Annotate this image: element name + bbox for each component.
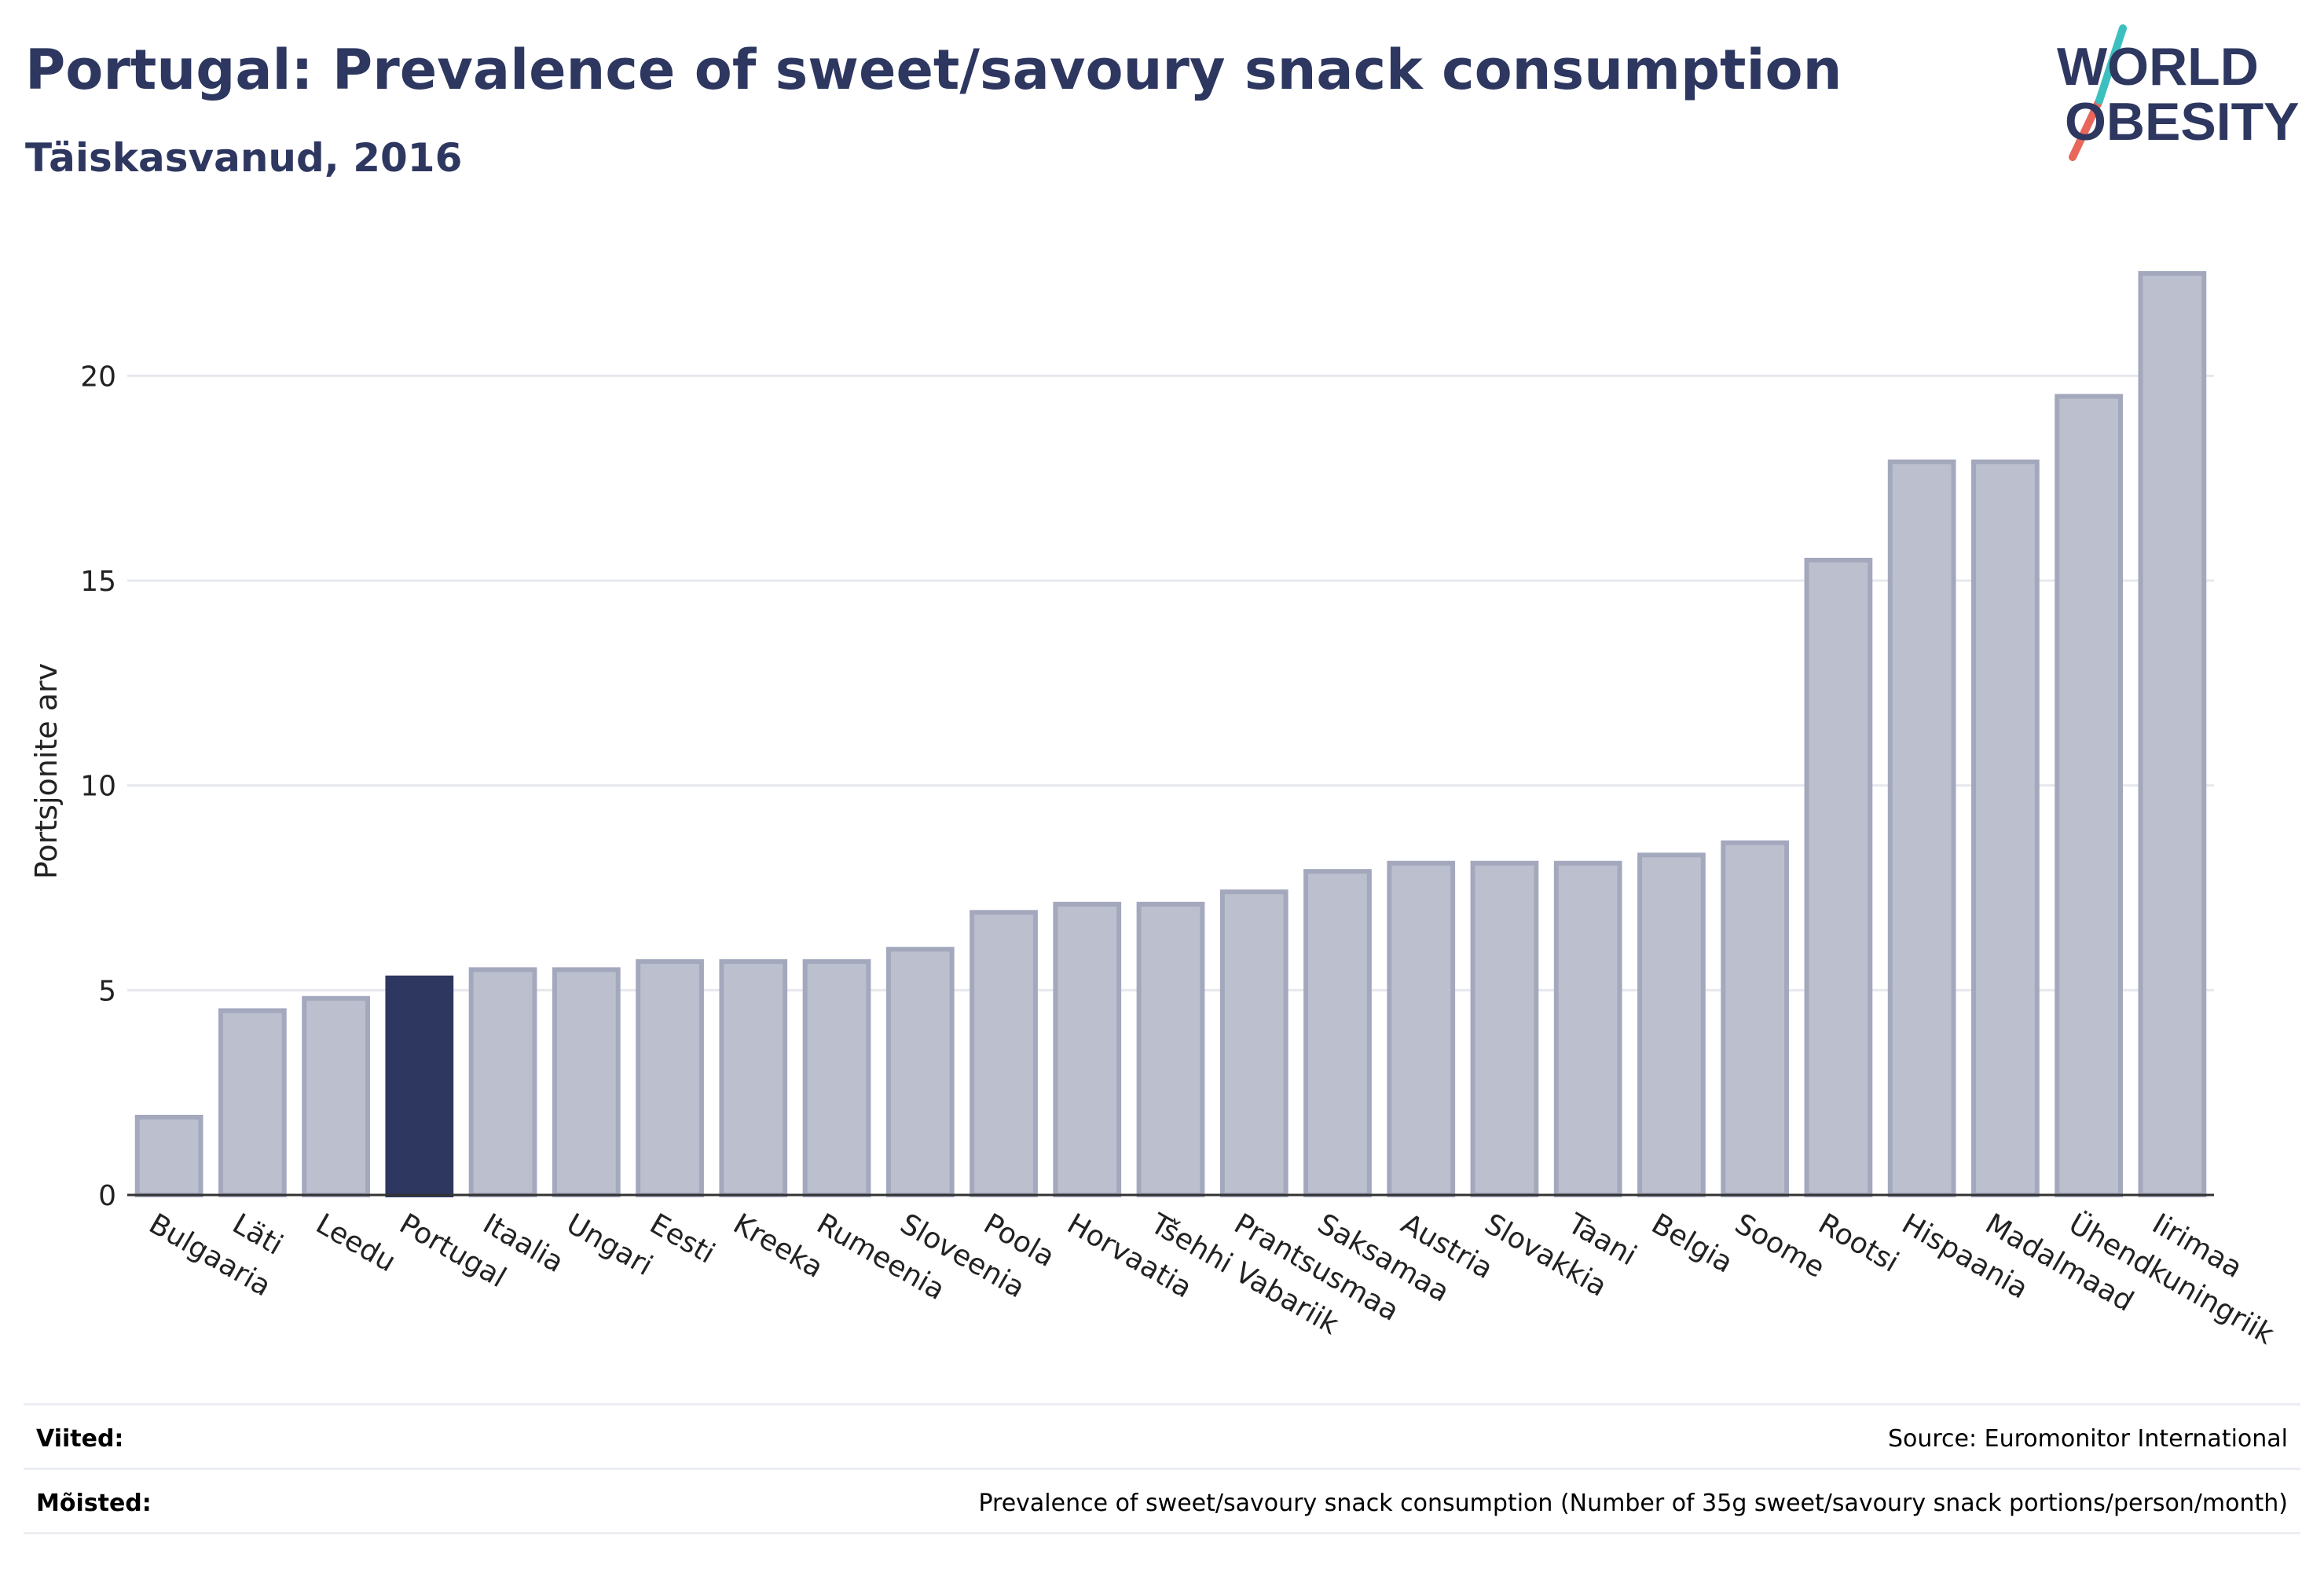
y-tick-label: 20 [80, 361, 116, 393]
bar-madalmaad [1971, 459, 2040, 1197]
bar-prantsusmaa [1219, 889, 1288, 1197]
definitions-text: Prevalence of sweet/savoury snack consum… [978, 1490, 2288, 1517]
bar-iirimaa [2138, 271, 2207, 1198]
x-tick-label: Belgia [1646, 1208, 1738, 1279]
logo-text-obesity: OBESITY [2065, 92, 2300, 152]
bar-poola [970, 910, 1038, 1198]
y-tick-label: 0 [98, 1180, 116, 1212]
bar-läti [218, 1008, 287, 1198]
bar-bulgaaria [134, 1114, 203, 1197]
chart-subtitle: Täiskasvanud, 2016 [25, 135, 463, 181]
y-tick-label: 5 [98, 975, 116, 1007]
world-obesity-logo: WORLD OBESITY [2057, 24, 2300, 161]
y-tick-label: 10 [80, 771, 116, 803]
bar-portugal [385, 975, 454, 1198]
bar-sloveenia [885, 947, 955, 1198]
logo-slash-bottom [2069, 97, 2103, 161]
footer-divider-top [24, 1403, 2300, 1406]
bar-slovakkia [1470, 860, 1539, 1198]
x-tick-label: Eesti [644, 1208, 720, 1270]
logo-text-world: WORLD [2057, 37, 2259, 97]
footer-divider-bottom [24, 1532, 2300, 1534]
x-tick-label: Rootsi [1813, 1208, 1904, 1279]
x-tick-label: Kreeka [728, 1208, 828, 1285]
bar-ungari [552, 967, 621, 1197]
bar-austria [1387, 860, 1456, 1198]
references-label: Viited: [36, 1425, 124, 1453]
bar-soome [1721, 840, 1790, 1197]
x-tick-label: Ungari [561, 1208, 658, 1282]
logo-slash-top [2095, 24, 2127, 104]
definitions-label: Mõisted: [36, 1490, 152, 1517]
bar-ühendkuningriik [2055, 394, 2124, 1197]
bar-hispaania [1887, 459, 1956, 1197]
bar-leedu [302, 995, 370, 1198]
bars [134, 271, 2207, 1198]
bar-taani [1553, 860, 1622, 1198]
bar-rootsi [1804, 557, 1873, 1197]
y-tick-label: 15 [80, 566, 116, 598]
x-tick-label: Soome [1729, 1208, 1830, 1285]
bar-rumeenia [802, 958, 871, 1198]
bar-kreeka [719, 958, 788, 1198]
bar-saksamaa [1303, 869, 1372, 1197]
y-axis-label: Portsjonite arv [29, 663, 64, 879]
x-tick-label: Leedu [310, 1208, 401, 1278]
chart-title: Portugal: Prevalence of sweet/savoury sn… [25, 38, 1842, 102]
y-tick-labels: 0 5 10 15 20 [80, 361, 116, 1212]
bar-eesti [636, 958, 704, 1198]
bar-belgia [1637, 852, 1706, 1197]
bar-horvaatia [1053, 901, 1122, 1197]
bar-tšehhi-vabariik [1136, 901, 1205, 1197]
bar-itaalia [468, 967, 537, 1197]
footer-divider-middle [24, 1468, 2300, 1470]
references-source: Source: Euromonitor International [1887, 1425, 2288, 1453]
